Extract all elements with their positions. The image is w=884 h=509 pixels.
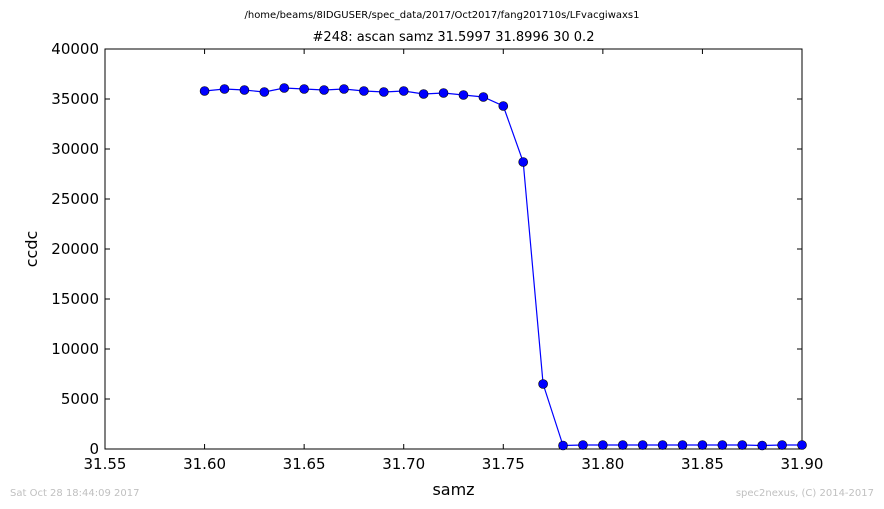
data-point [458, 90, 469, 100]
data-point [359, 86, 369, 96]
copyright-footer: spec2nexus, (C) 2014-2017 [735, 488, 874, 499]
y-tick-label: 40000 [51, 40, 99, 58]
data-point [339, 84, 349, 94]
x-tick-label: 31.90 [781, 455, 824, 473]
series-line [204, 87, 802, 447]
suptitle: /home/beams/8IDGUSER/spec_data/2017/Oct2… [244, 10, 640, 21]
data-point [398, 86, 409, 96]
data-point [797, 440, 807, 450]
data-point [319, 85, 329, 95]
timestamp-footer: Sat Oct 28 18:44:09 2017 [10, 488, 140, 499]
data-point [259, 87, 270, 97]
data-point [538, 379, 548, 389]
data-point [478, 92, 489, 102]
data-point [279, 83, 290, 93]
y-axis-label: ccdc [22, 231, 41, 268]
data-point [438, 88, 449, 98]
y-tick-label: 30000 [51, 140, 99, 158]
data-point [717, 440, 728, 450]
data-point [199, 86, 210, 96]
y-tick-label: 20000 [51, 240, 99, 258]
chart-title: #248: ascan samz 31.5997 31.8996 30 0.2 [312, 30, 595, 45]
data-point [737, 440, 748, 450]
y-tick-label: 10000 [51, 340, 99, 358]
data-point [498, 101, 509, 111]
data-point [617, 440, 628, 450]
data-point [558, 440, 568, 451]
data-point [578, 440, 588, 450]
x-tick-label: 31.70 [382, 455, 425, 473]
data-point [677, 440, 688, 450]
data-point [598, 440, 608, 450]
x-tick-label: 31.65 [283, 455, 326, 473]
data-point [219, 84, 230, 94]
data-point [518, 157, 529, 167]
data-point [777, 440, 787, 450]
y-tick-label: 25000 [51, 190, 99, 208]
x-tick-label: 31.85 [681, 455, 724, 473]
y-tick-label: 5000 [61, 390, 99, 408]
data-point [757, 440, 767, 451]
x-tick-label: 31.60 [183, 455, 226, 473]
data-point [637, 440, 648, 450]
data-point [299, 84, 309, 94]
y-tick-label: 15000 [51, 290, 99, 308]
x-tick-label: 31.55 [84, 455, 127, 473]
data-point [657, 440, 668, 450]
y-tick-label: 0 [89, 440, 99, 458]
x-tick-label: 31.80 [581, 455, 624, 473]
x-axis-label: samz [432, 480, 474, 499]
plot-frame [104, 48, 803, 450]
data-point [697, 440, 708, 450]
data-point [418, 89, 429, 99]
data-point [239, 85, 250, 95]
data-point [378, 87, 389, 97]
y-tick-label: 35000 [51, 90, 99, 108]
x-tick-label: 31.75 [482, 455, 525, 473]
